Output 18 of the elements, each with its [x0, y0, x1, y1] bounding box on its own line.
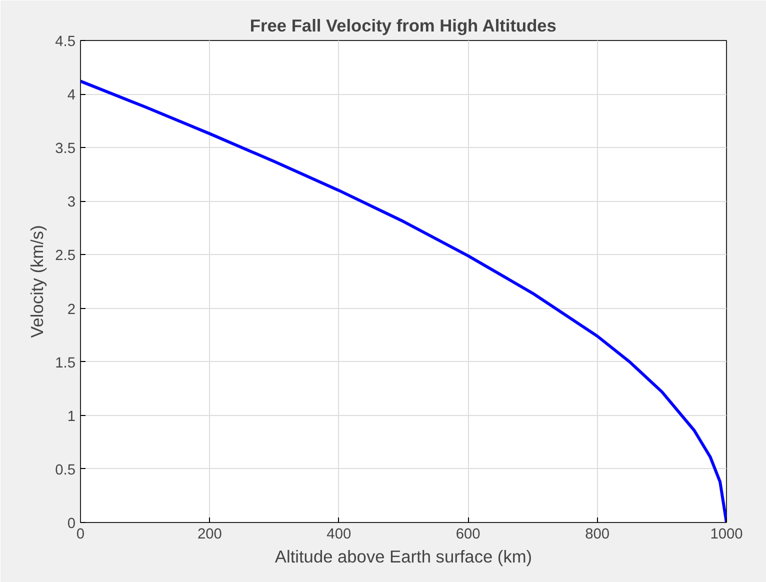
y-tick-label: 0 — [67, 516, 76, 532]
y-tick-label: 0.5 — [55, 462, 76, 478]
x-tick-label: 600 — [456, 526, 480, 542]
x-tick-label: 400 — [326, 526, 352, 542]
x-tick-label: 1000 — [710, 526, 743, 542]
y-tick-label: 1.5 — [55, 355, 76, 372]
x-axis-title: Altitude above Earth surface (km) — [274, 546, 532, 566]
y-tick-label: 1 — [67, 408, 76, 425]
x-tick-label: 800 — [585, 526, 610, 542]
y-tick-label: 4.5 — [55, 34, 76, 50]
y-tick-label: 2 — [67, 302, 76, 318]
y-tick-label: 3 — [67, 194, 76, 211]
x-tick-label: 200 — [197, 526, 222, 542]
y-tick-label: 4 — [67, 88, 76, 104]
y-tick-label: 3.5 — [55, 141, 76, 158]
y-tick-label: 2.5 — [55, 248, 76, 264]
y-axis-title: Velocity (km/s) — [27, 225, 48, 338]
chart-title: Free Fall Velocity from High Altitudes — [250, 16, 556, 36]
